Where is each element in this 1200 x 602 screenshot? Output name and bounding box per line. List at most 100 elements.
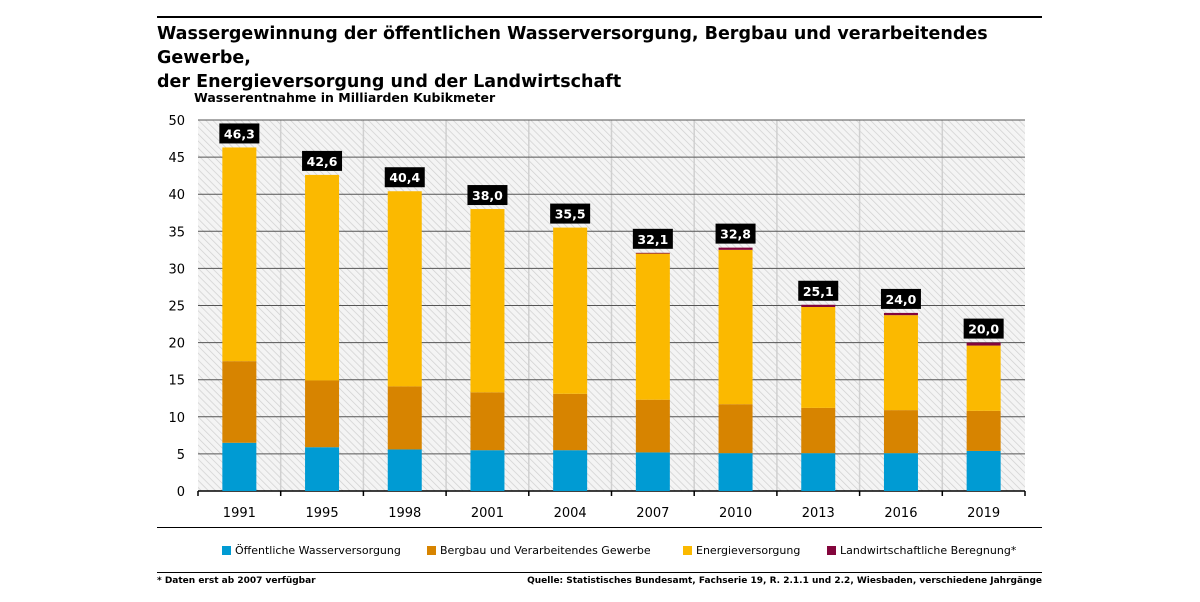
x-tick-label: 1995 (306, 506, 339, 521)
x-tick-label: 2004 (554, 506, 587, 521)
title-line-1: Wassergewinnung der öffentlichen Wasserv… (157, 24, 988, 68)
bar-segment (635, 252, 670, 254)
bar-segment (222, 147, 257, 362)
legend-swatch (683, 546, 692, 555)
y-tick-label: 15 (168, 374, 185, 389)
legend-item: Energieversorgung (683, 544, 800, 557)
total-label-box (880, 288, 921, 309)
bar-segment (635, 253, 670, 400)
bar-segment (222, 442, 257, 491)
total-label: 25,1 (803, 284, 834, 299)
total-label: 24,0 (886, 292, 917, 307)
bar-segment (305, 447, 340, 491)
bar-segment (883, 312, 918, 316)
bar-segment (470, 209, 505, 393)
bar-segment (966, 450, 1001, 491)
bar-segment (635, 399, 670, 453)
total-label: 32,8 (720, 227, 751, 242)
bar-segment (470, 392, 505, 451)
legend-label: Bergbau und Verarbeitendes Gewerbe (440, 544, 651, 557)
y-tick-label: 5 (177, 448, 185, 463)
bar-segment (387, 386, 422, 450)
total-label-box (467, 185, 508, 206)
bar-segment (801, 453, 836, 491)
legend-swatch (222, 546, 231, 555)
bar-segment (801, 306, 836, 408)
bar-segment (718, 453, 753, 491)
x-tick-label: 1991 (223, 506, 256, 521)
bar-segment (883, 410, 918, 454)
bar-segment (718, 249, 753, 405)
y-tick-label: 25 (168, 300, 185, 315)
footer-rule (157, 572, 1042, 573)
bar-segment (553, 393, 588, 451)
x-tick-label: 2007 (636, 506, 669, 521)
legend-label: Landwirtschaftliche Beregnung* (840, 544, 1017, 557)
legend-item: Öffentliche Wasserversorgung (222, 544, 401, 557)
total-label-box (302, 150, 343, 171)
x-tick-label: 2016 (884, 506, 917, 521)
total-label: 40,4 (389, 170, 420, 185)
y-tick-label: 30 (168, 262, 185, 277)
y-tick-label: 35 (168, 225, 185, 240)
y-tick-label: 10 (168, 411, 185, 426)
top-rule (157, 16, 1042, 18)
bar-segment (883, 453, 918, 491)
bar-segment (966, 342, 1001, 346)
legend-swatch (427, 546, 436, 555)
bar-segment (801, 407, 836, 454)
bar-segment (718, 404, 753, 454)
bar-segment (801, 304, 836, 307)
axis-bottom-rule (157, 527, 1042, 528)
x-tick-label: 2010 (719, 506, 752, 521)
y-axis-label: Wasserentnahme in Milliarden Kubikmeter (194, 90, 496, 105)
x-tick-label: 2013 (802, 506, 835, 521)
source-note: Quelle: Statistisches Bundesamt, Fachser… (527, 576, 1042, 586)
x-tick-label: 2019 (967, 506, 1000, 521)
y-tick-label: 20 (168, 337, 185, 352)
y-tick-label: 40 (168, 188, 185, 203)
legend-label: Energieversorgung (696, 544, 801, 557)
total-label-box (384, 167, 425, 188)
total-label-box (798, 280, 839, 301)
title-line-2: der Energieversorgung und der Landwirtsc… (157, 72, 622, 92)
bar-segment (883, 315, 918, 411)
footnote: * Daten erst ab 2007 verfügbar (157, 576, 316, 586)
x-tick-label: 1998 (388, 506, 421, 521)
legend-label: Öffentliche Wasserversorgung (235, 544, 401, 557)
bar-segment (305, 380, 340, 448)
legend-item: Landwirtschaftliche Beregnung* (827, 544, 1016, 557)
bar-segment (966, 345, 1001, 411)
bar-segment (470, 450, 505, 491)
legend: Öffentliche Wasserversorgung Bergbau und … (157, 544, 1042, 560)
legend-swatch (827, 546, 836, 555)
total-label: 20,0 (968, 322, 999, 337)
bar-segment (553, 450, 588, 491)
total-label-box (632, 228, 673, 249)
bar-segment (387, 449, 422, 491)
y-tick-label: 45 (168, 151, 185, 166)
bar-segment (387, 191, 422, 387)
y-tick-label: 50 (168, 114, 185, 129)
total-label-box (550, 203, 591, 224)
bar-segment (553, 227, 588, 394)
x-tick-label: 2001 (471, 506, 504, 521)
total-label-box (715, 223, 756, 244)
y-tick-label: 0 (177, 485, 185, 500)
total-label-box (219, 123, 260, 144)
total-label: 46,3 (224, 126, 255, 141)
total-label-box (963, 318, 1004, 339)
total-label: 38,0 (472, 188, 503, 203)
bar-segment (305, 174, 340, 381)
total-label: 32,1 (637, 232, 668, 247)
chart-title: Wassergewinnung der öffentlichen Wasserv… (157, 22, 1042, 94)
legend-item: Bergbau und Verarbeitendes Gewerbe (427, 544, 651, 557)
bar-segment (966, 410, 1001, 451)
bar-segment (718, 247, 753, 250)
bar-segment (635, 452, 670, 491)
total-label: 35,5 (555, 207, 586, 222)
total-label: 42,6 (307, 154, 338, 169)
bar-segment (222, 361, 257, 443)
